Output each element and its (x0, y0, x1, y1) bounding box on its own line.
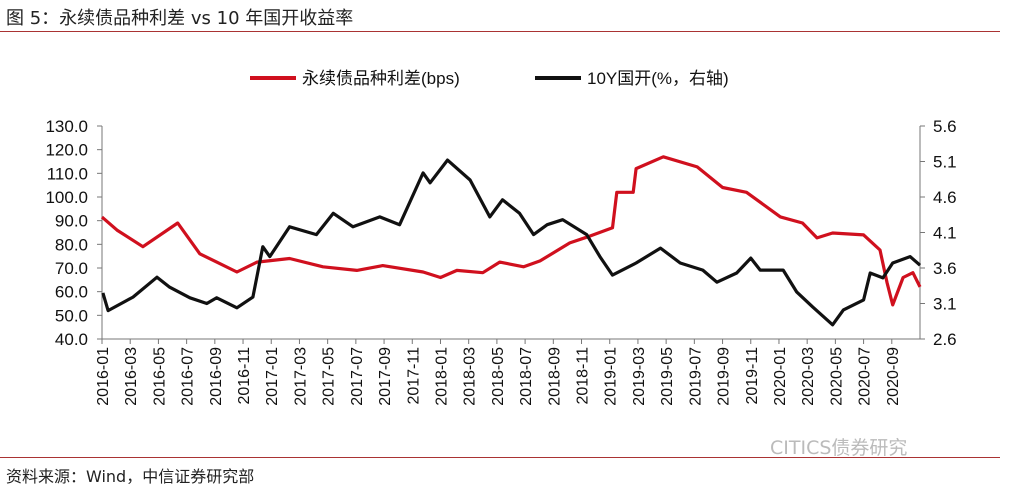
watermark: CITICS债券研究 (770, 437, 908, 459)
x-tick-label: 2018-01 (433, 347, 450, 406)
title-divider (0, 31, 1000, 32)
x-tick-label: 2018-05 (490, 347, 507, 406)
x-tick-label: 2017-07 (349, 347, 366, 406)
x-tick-label: 2016-03 (123, 347, 140, 406)
x-tick-label: 2019-07 (687, 347, 704, 406)
right-y-tick-label: 3.6 (933, 259, 957, 278)
x-tick-label: 2020-03 (800, 347, 817, 406)
x-tick-label: 2020-01 (772, 347, 789, 406)
x-tick-label: 2019-05 (659, 347, 676, 406)
x-tick-label: 2019-01 (603, 347, 620, 406)
x-tick-label: 2019-09 (716, 347, 733, 406)
x-tick-label: 2020-07 (857, 347, 874, 406)
left-y-tick-label: 110.0 (47, 164, 88, 183)
figure-title: 图 5：永续债品种利差 vs 10 年国开收益率 (6, 8, 354, 29)
x-tick-label: 2019-03 (631, 347, 648, 406)
right-y-tick-label: 2.6 (933, 330, 957, 349)
x-tick-label: 2018-09 (546, 347, 563, 406)
left-y-tick-label: 50.0 (55, 306, 88, 325)
x-tick-label: 2016-05 (151, 347, 168, 406)
x-tick-label: 2016-09 (208, 347, 225, 406)
x-tick-label: 2017-11 (405, 347, 422, 405)
left-y-tick-label: 130.0 (45, 117, 88, 136)
x-tick-label: 2018-11 (575, 347, 592, 405)
left-y-tick-label: 90.0 (55, 212, 88, 231)
x-tick-label: 2018-07 (518, 347, 535, 406)
series-line-cdb-yield (101, 158, 922, 327)
x-tick-label: 2017-03 (292, 347, 309, 406)
x-tick-label: 2018-03 (462, 347, 479, 406)
x-tick-label: 2016-07 (180, 347, 197, 406)
left-y-tick-label: 60.0 (55, 283, 88, 302)
left-y-tick-label: 40.0 (55, 330, 88, 349)
right-y-tick-label: 4.6 (933, 188, 957, 207)
left-y-tick-label: 100.0 (45, 188, 88, 207)
left-y-tick-label: 80.0 (55, 235, 88, 254)
left-y-tick-label: 120.0 (45, 141, 88, 160)
series-line-spread (100, 155, 922, 307)
right-y-tick-label: 4.1 (933, 224, 957, 243)
x-tick-label: 2019-11 (744, 347, 761, 405)
source-note: 资料来源：Wind，中信证券研究部 (6, 467, 255, 486)
right-y-tick-label: 5.6 (933, 117, 957, 136)
x-tick-label: 2017-01 (264, 347, 281, 406)
x-tick-label: 2020-09 (885, 347, 902, 406)
right-y-tick-label: 3.1 (933, 295, 957, 314)
x-tick-label: 2016-11 (236, 347, 253, 405)
left-y-tick-label: 70.0 (55, 259, 88, 278)
legend: 永续债品种利差(bps) 10Y国开(%，右轴) (250, 69, 729, 88)
right-y-tick-label: 5.1 (933, 153, 957, 172)
x-tick-label: 2017-09 (377, 347, 394, 406)
x-tick-label: 2016-01 (95, 347, 112, 406)
x-tick-label: 2020-05 (828, 347, 845, 406)
footer-divider (0, 457, 1000, 458)
x-tick-label: 2017-05 (321, 347, 338, 406)
legend-label-cdb: 10Y国开(%，右轴) (587, 69, 729, 88)
legend-label-spread: 永续债品种利差(bps) (302, 69, 460, 88)
